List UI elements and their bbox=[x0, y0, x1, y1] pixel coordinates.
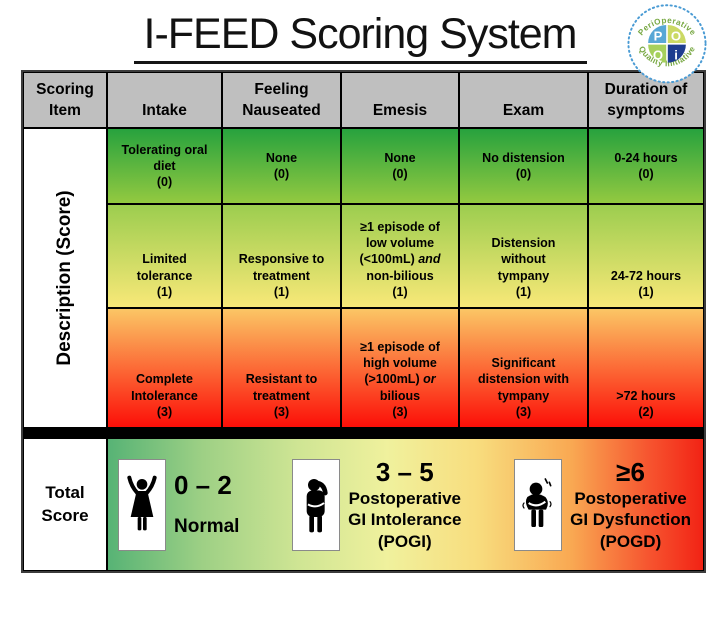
cell-intake-score3: Complete Intolerance (3) bbox=[107, 308, 222, 428]
column-header-duration: Duration of symptoms bbox=[588, 72, 704, 128]
score-category: Postoperative GI Intolerance (POGI) bbox=[348, 489, 462, 551]
poqi-logo: PeriOperative Quality Initiative P O Q i bbox=[626, 2, 708, 84]
emesis-conjunction: or bbox=[423, 372, 436, 387]
cell-emesis-score3: ≥1 episode of high volume (>100mL) or bi… bbox=[341, 308, 459, 428]
emesis-text: ≥1 episode of high volume (>100mL) bbox=[360, 339, 440, 387]
cell-nausea-score3: Resistant to treatment (3) bbox=[222, 308, 341, 428]
person-nauseated-icon bbox=[292, 458, 341, 551]
score-range: ≥6 bbox=[616, 457, 645, 488]
corner-header-scoring-item: Scoring Item bbox=[23, 72, 107, 128]
description-score-label: Description (Score) bbox=[54, 190, 75, 366]
logo-letter-q: Q bbox=[653, 47, 663, 62]
cell-duration-score3: >72 hours (2) bbox=[588, 308, 704, 428]
total-score-label: Total Score bbox=[41, 483, 89, 525]
emesis-conjunction: and bbox=[418, 252, 441, 267]
description-score-side-cell: Description (Score) bbox=[23, 128, 107, 428]
score-range: 3 – 5 bbox=[375, 457, 434, 488]
person-arms-raised-icon bbox=[118, 458, 166, 551]
logo-letter-i: i bbox=[674, 47, 678, 62]
cell-exam-score3: Significant distension with tympany (3) bbox=[459, 308, 588, 428]
logo-letter-o: O bbox=[671, 29, 681, 44]
cell-emesis-score1: ≥1 episode of low volume (<100mL) and no… bbox=[341, 204, 459, 308]
emesis-text: bilious (3) bbox=[379, 388, 421, 419]
column-header-feeling-nauseated: Feeling Nauseated bbox=[222, 72, 341, 128]
score-category: Postoperative GI Dysfunction (POGD) bbox=[570, 489, 691, 551]
cell-duration-score0: 0-24 hours (0) bbox=[588, 128, 704, 204]
logo-letter-p: P bbox=[654, 29, 663, 44]
scoring-table: Scoring Item Intake Feeling Nauseated Em… bbox=[23, 72, 704, 428]
emesis-text: ≥1 episode of low volume (<100mL) bbox=[359, 219, 440, 267]
cell-exam-score1: Distension without tympany (1) bbox=[459, 204, 588, 308]
logo-quadrant-o bbox=[667, 24, 686, 43]
cell-nausea-score0: None (0) bbox=[222, 128, 341, 204]
header: I-FEED Scoring System bbox=[0, 0, 720, 70]
scoring-figure: Scoring Item Intake Feeling Nauseated Em… bbox=[21, 70, 706, 573]
column-header-exam: Exam bbox=[459, 72, 588, 128]
cell-exam-score0: No distension (0) bbox=[459, 128, 588, 204]
score-band-normal: 0 – 2 Normal bbox=[118, 458, 240, 551]
total-score-band: 0 – 2 Normal bbox=[107, 438, 704, 571]
score-band-pogi: 3 – 5 Postoperative GI Intolerance (POGI… bbox=[292, 457, 461, 552]
cell-nausea-score1: Responsive to treatment (1) bbox=[222, 204, 341, 308]
logo-quadrant-i bbox=[667, 44, 686, 63]
logo-quadrant-q bbox=[648, 44, 667, 63]
cell-intake-score1: Limited tolerance (1) bbox=[107, 204, 222, 308]
total-score-row: Total Score 0 – bbox=[23, 438, 704, 571]
cell-emesis-score0: None (0) bbox=[341, 128, 459, 204]
column-header-intake: Intake bbox=[107, 72, 222, 128]
emesis-text: non-bilious (1) bbox=[366, 268, 434, 299]
cell-duration-score1: 24-72 hours (1) bbox=[588, 204, 704, 308]
page-title: I-FEED Scoring System bbox=[133, 10, 587, 65]
score-range: 0 – 2 bbox=[174, 470, 232, 501]
cell-intake-score0: Tolerating oral diet (0) bbox=[107, 128, 222, 204]
score-category: Normal bbox=[174, 516, 240, 538]
person-stomach-pain-icon bbox=[514, 458, 563, 551]
total-score-header-cell: Total Score bbox=[23, 438, 107, 571]
column-header-emesis: Emesis bbox=[341, 72, 459, 128]
score-band-pogd: ≥6 Postoperative GI Dysfunction (POGD) bbox=[514, 457, 691, 552]
logo-dotted-ring bbox=[627, 4, 707, 84]
total-score-divider bbox=[23, 428, 704, 438]
logo-quadrant-p bbox=[648, 24, 667, 43]
